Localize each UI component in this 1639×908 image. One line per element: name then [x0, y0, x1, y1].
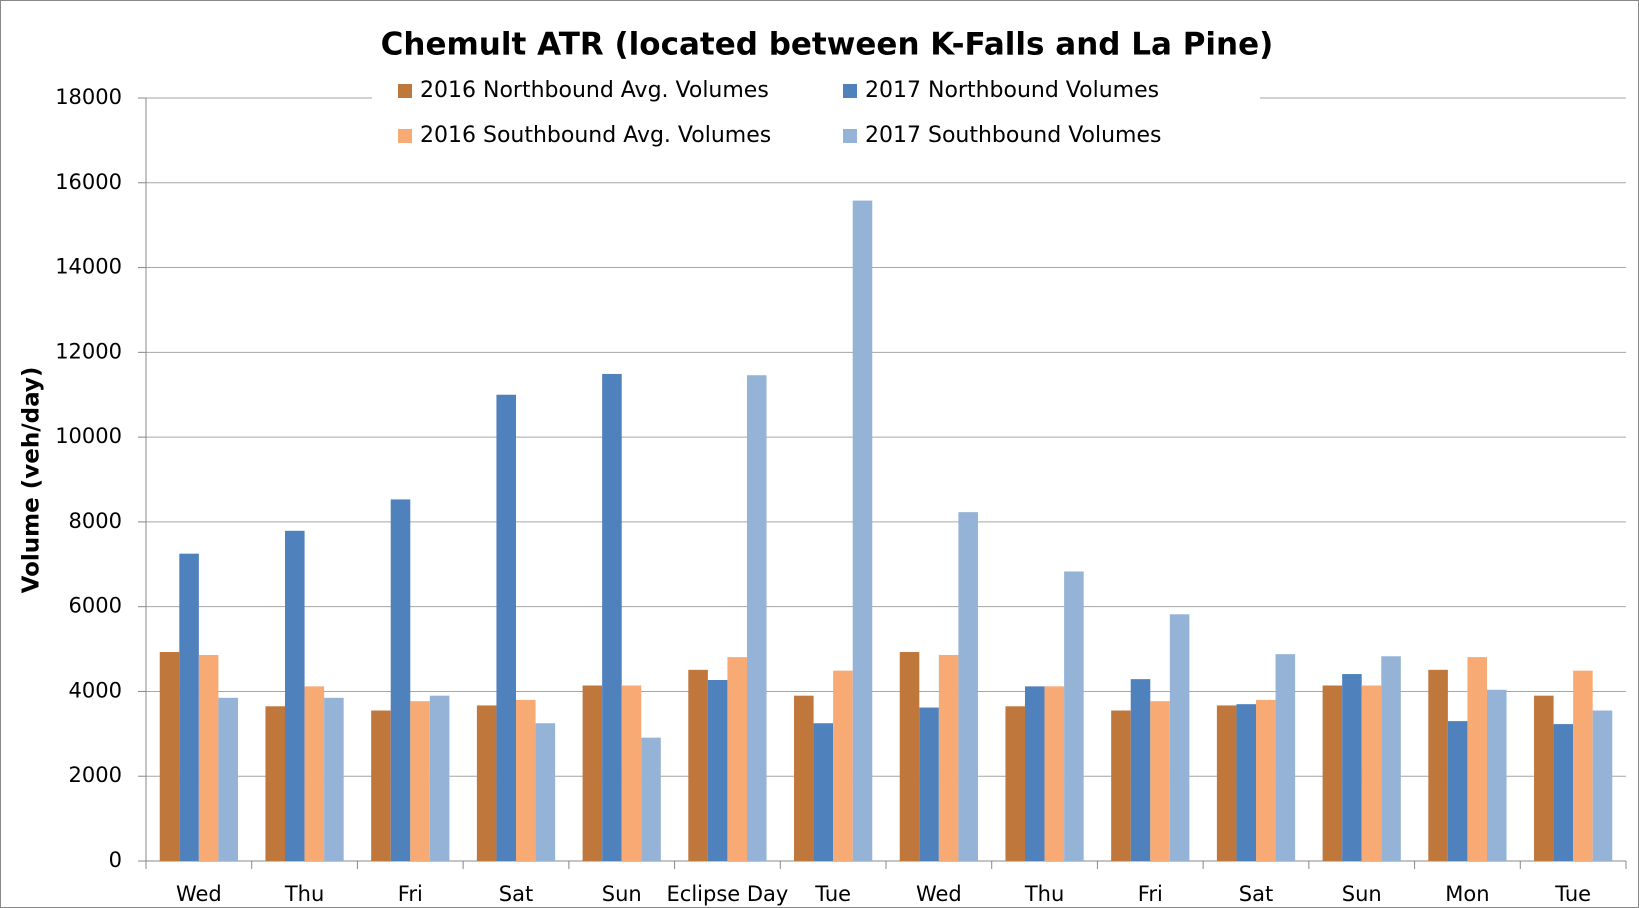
bar [1025, 686, 1045, 861]
x-tick-label: Thu [284, 882, 324, 906]
bar [1381, 656, 1401, 861]
bar [429, 695, 450, 861]
x-tick-label: Wed [176, 882, 222, 906]
y-axis-label: Volume (veh/day) [19, 367, 45, 594]
bar [1044, 686, 1065, 861]
x-tick-label: Mon [1445, 882, 1489, 906]
bar [516, 699, 536, 861]
bar [1553, 724, 1574, 861]
bar [1130, 679, 1151, 861]
bar [1236, 704, 1256, 861]
bar [1534, 695, 1554, 861]
bar [688, 669, 708, 861]
x-tick-label: Fri [398, 882, 423, 906]
bar [304, 686, 325, 861]
legend-swatch [398, 84, 412, 98]
bar [707, 679, 728, 861]
bar [1573, 670, 1593, 861]
bar [1256, 699, 1276, 861]
bar [1361, 685, 1382, 861]
bar [794, 695, 814, 861]
y-tick-label: 14000 [55, 255, 122, 279]
bar [218, 697, 238, 861]
x-tick-label: Sun [1342, 882, 1382, 906]
bar [1275, 654, 1296, 861]
y-tick-label: 16000 [55, 170, 122, 194]
y-tick-label: 8000 [69, 509, 122, 533]
x-tick-label: Tue [814, 882, 851, 906]
legend-swatch [398, 129, 412, 143]
legend-swatch [843, 129, 857, 143]
x-tick-label: Wed [916, 882, 962, 906]
y-tick-label: 12000 [55, 339, 122, 363]
bar [727, 657, 747, 861]
bar [535, 723, 556, 861]
bar [813, 723, 834, 861]
bar [1592, 710, 1613, 861]
bar [1342, 674, 1362, 861]
bar [641, 737, 661, 861]
bar [198, 654, 219, 861]
legend-label: 2017 Southbound Volumes [865, 123, 1161, 148]
bar [958, 512, 978, 861]
bar [371, 710, 391, 861]
legend-swatch [843, 84, 857, 98]
bar [476, 705, 497, 861]
bar [159, 652, 180, 861]
bar [1216, 705, 1237, 861]
legend-label: 2016 Northbound Avg. Volumes [420, 78, 769, 103]
x-tick-label: Sat [1239, 882, 1273, 906]
bar [324, 697, 344, 861]
bar [852, 200, 873, 861]
legend-background [372, 72, 1260, 156]
x-tick-label: Tue [1554, 882, 1591, 906]
bar [833, 670, 853, 861]
bar [621, 685, 642, 861]
bar [1169, 614, 1190, 861]
bar [1005, 706, 1026, 861]
bar [919, 707, 939, 861]
legend-label: 2017 Northbound Volumes [865, 78, 1159, 103]
bar [1111, 710, 1131, 861]
bar [496, 394, 516, 861]
bar [602, 373, 622, 861]
legend-label: 2016 Southbound Avg. Volumes [420, 123, 771, 148]
y-tick-label: 4000 [69, 678, 122, 702]
bar [1428, 669, 1448, 861]
x-tick-label: Thu [1024, 882, 1064, 906]
bar [179, 553, 199, 861]
bar [1447, 721, 1468, 861]
y-tick-label: 18000 [55, 85, 122, 109]
y-tick-label: 10000 [55, 424, 122, 448]
x-tick-label: Fri [1138, 882, 1163, 906]
bar [410, 701, 430, 861]
bar [1322, 685, 1343, 861]
bar [938, 654, 959, 861]
x-tick-label: Sat [499, 882, 533, 906]
x-tick-label: Sun [602, 882, 642, 906]
bar [285, 530, 305, 861]
y-tick-label: 2000 [69, 763, 122, 787]
y-tick-label: 0 [109, 848, 122, 872]
bar [582, 685, 603, 861]
bar [746, 375, 767, 861]
bar [899, 652, 920, 861]
bar [1064, 571, 1084, 861]
bar [390, 499, 411, 861]
bar [1467, 657, 1487, 861]
bar [1486, 689, 1507, 861]
bar [1150, 701, 1170, 861]
y-tick-label: 6000 [69, 594, 122, 618]
x-tick-label: Eclipse Day [667, 882, 789, 906]
bar [265, 706, 286, 861]
chart-title: Chemult ATR (located between K-Falls and… [381, 27, 1274, 63]
